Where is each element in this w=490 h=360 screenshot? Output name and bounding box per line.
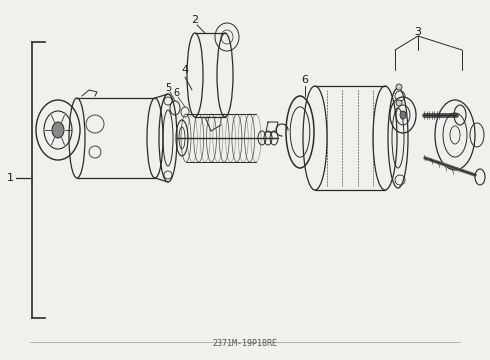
Text: 6: 6	[173, 88, 179, 98]
Text: 2371M-19P18RE: 2371M-19P18RE	[213, 339, 277, 348]
Text: 3: 3	[415, 27, 421, 37]
Text: 4: 4	[181, 65, 189, 75]
Text: 6: 6	[301, 75, 309, 85]
Ellipse shape	[52, 122, 64, 138]
Text: 1: 1	[6, 173, 14, 183]
Circle shape	[396, 100, 402, 106]
Text: 5: 5	[165, 83, 171, 93]
Text: 2: 2	[192, 15, 198, 25]
Circle shape	[396, 84, 402, 90]
Ellipse shape	[400, 111, 406, 119]
